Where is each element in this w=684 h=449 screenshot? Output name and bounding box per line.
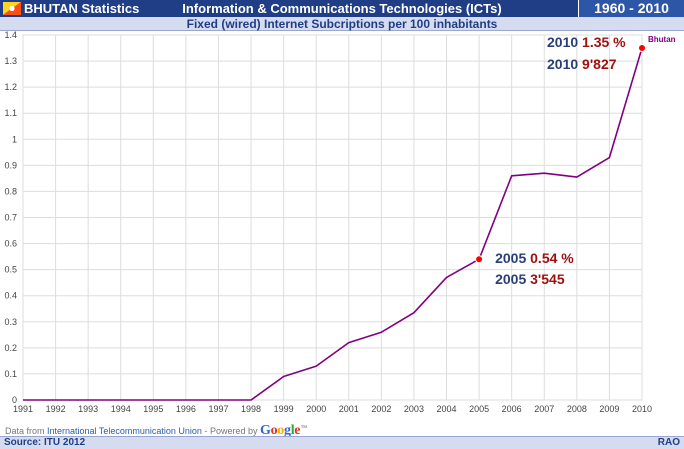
x-tick-label: 1991 <box>13 404 33 414</box>
y-tick-label: 0.2 <box>4 343 17 353</box>
x-tick-label: 1999 <box>274 404 294 414</box>
series-line-bhutan <box>23 47 643 401</box>
google-letter: G <box>259 423 271 438</box>
data-point <box>510 175 512 177</box>
brand-label: RAO <box>657 437 680 448</box>
x-tick-label: 2008 <box>567 404 587 414</box>
data-point <box>87 399 89 401</box>
y-tick-label: 0 <box>12 395 17 405</box>
data-attribution: Data from International Telecommunicatio… <box>5 423 308 438</box>
x-tick-label: 2003 <box>404 404 424 414</box>
y-tick-label: 0.3 <box>4 317 17 327</box>
data-point <box>576 176 578 178</box>
data-point <box>217 399 219 401</box>
data-point <box>152 399 154 401</box>
x-tick-label: 2006 <box>502 404 522 414</box>
google-letter: o <box>277 423 284 438</box>
y-tick-label: 1.3 <box>4 56 17 66</box>
data-point <box>185 399 187 401</box>
y-tick-label: 1.2 <box>4 82 17 92</box>
x-tick-label: 2009 <box>599 404 619 414</box>
page-title: Information & Communications Technologie… <box>182 1 502 16</box>
annotation-count: 2005 3'545 <box>495 271 565 287</box>
y-tick-label: 0.5 <box>4 265 17 275</box>
footer-bar: Source: ITU 2012 RAO <box>0 436 684 449</box>
x-tick-label: 2010 <box>632 404 652 414</box>
x-tick-label: 2000 <box>306 404 326 414</box>
x-tick-label: 1994 <box>111 404 131 414</box>
data-point <box>543 172 545 174</box>
attribution-prefix: Data from <box>5 426 48 436</box>
trademark-symbol: ™ <box>300 425 308 432</box>
y-tick-label: 1 <box>12 134 17 144</box>
x-tick-label: 1998 <box>241 404 261 414</box>
series-group: Bhutan <box>22 35 676 401</box>
y-tick-label: 0.4 <box>4 291 17 301</box>
google-letter: o <box>270 423 278 438</box>
data-point <box>608 156 610 158</box>
data-point <box>413 311 415 313</box>
data-point <box>120 399 122 401</box>
data-point <box>282 375 284 377</box>
x-axis-tick-labels: 1991 1992 1993 1994 1995 1996 1997 1998 1999 2000… <box>13 404 652 414</box>
google-letter: g <box>283 423 291 438</box>
itu-link[interactable]: International Telecommunication Union <box>47 426 202 436</box>
x-tick-label: 1997 <box>208 404 228 414</box>
annotation-percent: 2010 1.35 % <box>547 34 626 50</box>
annotation-percent: 2005 0.54 % <box>495 250 574 266</box>
data-point <box>315 365 317 367</box>
source-label: Source: ITU 2012 <box>4 437 86 448</box>
x-tick-label: 2001 <box>339 404 359 414</box>
x-tick-label: 1996 <box>176 404 196 414</box>
y-tick-label: 0.6 <box>4 239 17 249</box>
google-logo: Google <box>259 423 301 438</box>
annotation-value: 0.54 % <box>530 250 574 266</box>
bhutan-flag-icon <box>3 2 21 15</box>
data-point <box>22 399 24 401</box>
annotation-year: 2005 <box>495 271 530 287</box>
annotation-value: 9'827 <box>582 56 617 72</box>
x-tick-label: 2002 <box>371 404 391 414</box>
x-tick-label: 1995 <box>143 404 163 414</box>
x-tick-label: 1993 <box>78 404 98 414</box>
annotation-count: 2010 9'827 <box>547 56 617 72</box>
data-point <box>348 341 350 343</box>
chart-grid <box>22 34 643 401</box>
x-tick-label: 2005 <box>469 404 489 414</box>
year-range-label: 1960 - 2010 <box>578 0 684 17</box>
highlight-marker <box>475 255 484 264</box>
y-axis-tick-labels: 0 0.1 0.2 0.3 0.4 0.5 0.6 0.7 0.8 0.9 1 1.1 1.2 1.3 1.… <box>4 31 17 405</box>
attribution-middle: - Powered by <box>201 426 260 436</box>
x-tick-label: 1992 <box>46 404 66 414</box>
y-tick-label: 0.8 <box>4 186 17 196</box>
annotation-year: 2010 <box>547 34 582 50</box>
y-tick-label: 0.7 <box>4 213 17 223</box>
line-chart: 0 0.1 0.2 0.3 0.4 0.5 0.6 0.7 0.8 0.9 1 1.1 1.2 1.3 1.… <box>4 31 676 414</box>
data-point <box>445 276 447 278</box>
chart-subtitle: Fixed (wired) Internet Subcriptions per … <box>0 17 684 31</box>
data-point <box>380 331 382 333</box>
y-tick-label: 1.4 <box>4 31 17 40</box>
data-points-group <box>475 44 646 264</box>
y-tick-label: 0.9 <box>4 160 17 170</box>
google-letter: e <box>294 423 301 438</box>
annotation-value: 1.35 % <box>582 34 626 50</box>
x-tick-label: 2007 <box>534 404 554 414</box>
highlight-marker <box>638 44 646 53</box>
annotation-year: 2005 <box>495 250 530 266</box>
data-point <box>250 399 252 401</box>
series-label-bhutan: Bhutan <box>648 35 676 44</box>
google-letter: l <box>290 423 295 438</box>
annotation-year: 2010 <box>547 56 582 72</box>
x-tick-label: 2004 <box>437 404 457 414</box>
data-point <box>54 399 56 401</box>
y-tick-label: 1.1 <box>4 108 17 118</box>
header-bar: BHUTAN Statistics Information & Communic… <box>0 0 684 17</box>
y-tick-label: 0.1 <box>4 369 17 379</box>
app-title: BHUTAN Statistics <box>24 1 140 16</box>
annotation-value: 3'545 <box>530 271 565 287</box>
